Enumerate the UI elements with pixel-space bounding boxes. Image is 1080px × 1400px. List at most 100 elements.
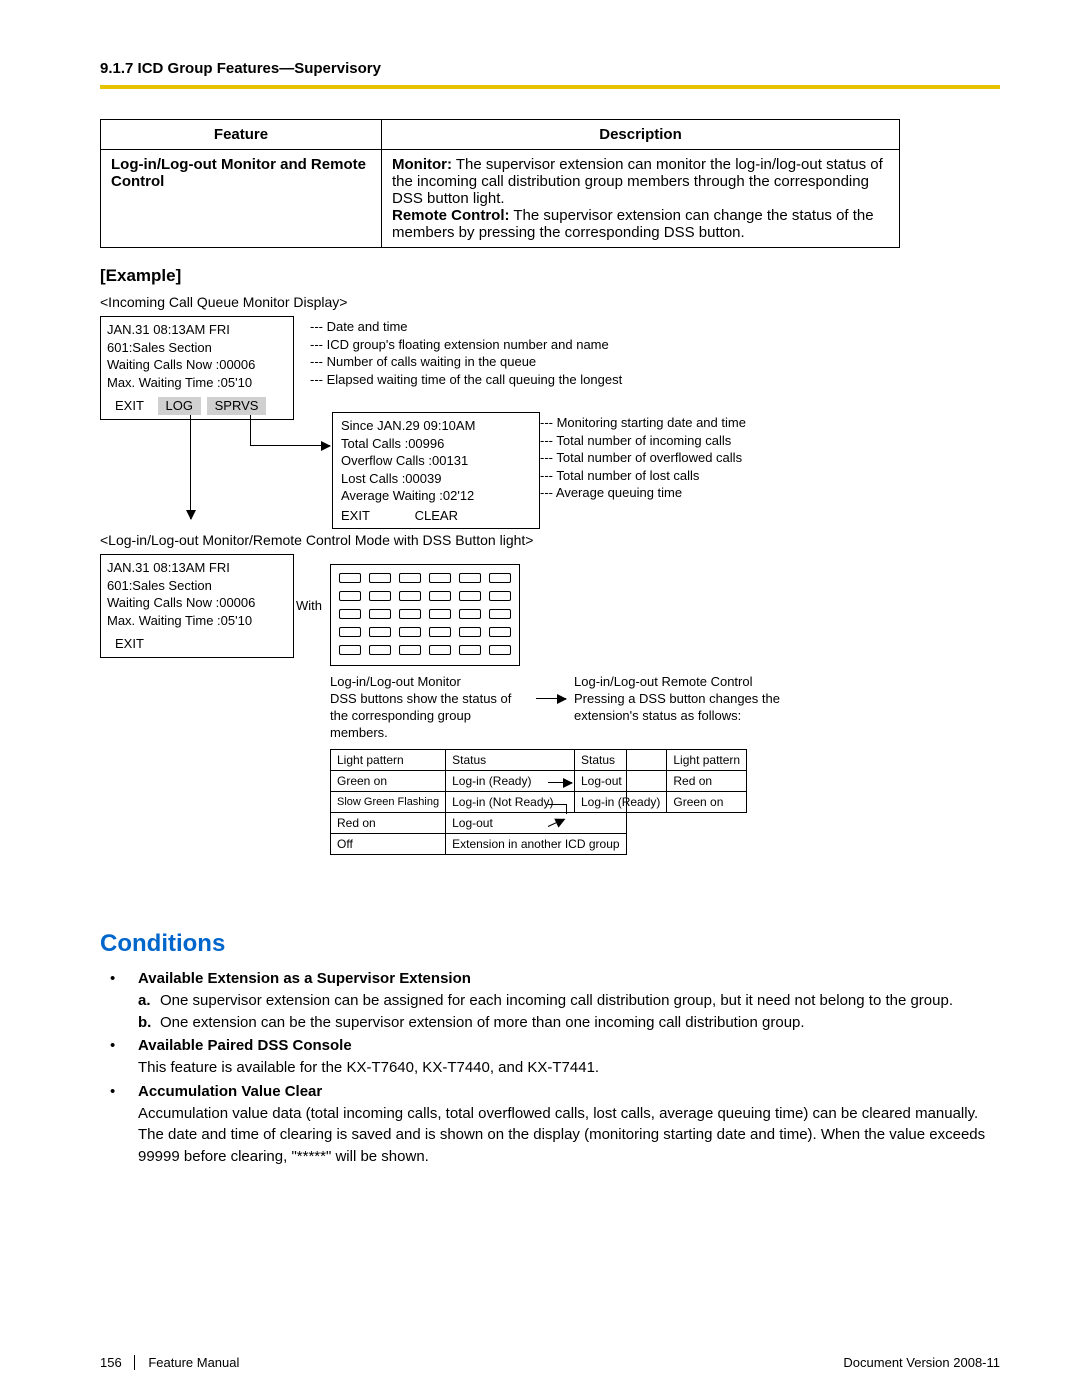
annot2-l3: --- Total number of overflowed calls [540, 449, 746, 467]
bullet-icon: • [100, 968, 138, 1033]
arrow-row1 [548, 782, 572, 783]
stl-r4c2: Extension in another ICD group [446, 834, 626, 855]
sprvs-softkey: SPRVS [207, 397, 267, 415]
lcd2-line1: JAN.31 08:13AM FRI [107, 559, 287, 577]
dss-button [459, 645, 481, 655]
dss-button [429, 645, 451, 655]
bullet-icon: • [100, 1081, 138, 1168]
dss-button [429, 627, 451, 637]
dss-button [339, 573, 361, 583]
log-diagram: JAN.31 08:13AM FRI 601:Sales Section Wai… [100, 554, 920, 914]
exit-softkey: EXIT [107, 397, 152, 415]
cond1-a: One supervisor extension can be assigned… [160, 990, 953, 1012]
stl-r2c1: Slow Green Flashing [331, 792, 446, 813]
dss-button [399, 573, 421, 583]
dss-button [429, 573, 451, 583]
bullet-icon: • [100, 1035, 138, 1079]
lcd2-line2: 601:Sales Section [107, 577, 287, 595]
lcd1-line4: Max. Waiting Time :05'10 [107, 374, 287, 392]
annot1-l2: --- ICD group's floating extension numbe… [310, 336, 622, 354]
lcd-display-1: JAN.31 08:13AM FRI 601:Sales Section Wai… [100, 316, 294, 420]
dss-button [489, 627, 511, 637]
str-r2c1: Log-in (Ready) [575, 792, 667, 813]
annot2-l1: --- Monitoring starting date and time [540, 414, 746, 432]
dss-button [369, 573, 391, 583]
stl-h1: Light pattern [331, 750, 446, 771]
stl-r3c1: Red on [331, 813, 446, 834]
page-number: 156 [100, 1355, 135, 1370]
annot2-l2: --- Total number of incoming calls [540, 432, 746, 450]
description-header: Description [382, 120, 900, 150]
stats-exit: EXIT [341, 507, 411, 525]
cond2-title: Available Paired DSS Console [138, 1037, 352, 1054]
dss-button [339, 645, 361, 655]
stats-l2: Total Calls :00996 [341, 435, 531, 453]
lcd1-line3: Waiting Calls Now :00006 [107, 356, 287, 374]
footer-left: Feature Manual [148, 1355, 239, 1370]
remote-title: Log-in/Log-out Remote Control [574, 674, 753, 689]
str-h1: Status [575, 750, 667, 771]
example-heading: [Example] [100, 266, 1000, 286]
conditions-heading: Conditions [100, 930, 1000, 958]
dss-button [489, 645, 511, 655]
monitor-line: DSS buttons show the status of the corre… [330, 691, 511, 740]
remote-line: Pressing a DSS button changes the extens… [574, 691, 780, 723]
cond3-text: Accumulation value data (total incoming … [138, 1105, 985, 1166]
cond3-title: Accumulation Value Clear [138, 1083, 322, 1100]
annot1-l3: --- Number of calls waiting in the queue [310, 353, 622, 371]
stl-r4c1: Off [331, 834, 446, 855]
str-r2c2: Green on [667, 792, 747, 813]
cond1-title: Available Extension as a Supervisor Exte… [138, 970, 471, 987]
dss-button [429, 591, 451, 601]
connector-v1 [250, 415, 251, 445]
feature-header: Feature [101, 120, 382, 150]
lcd1-line2: 601:Sales Section [107, 339, 287, 357]
arrow-to-stats [250, 445, 330, 446]
cond1-b: One extension can be the supervisor exte… [160, 1012, 805, 1034]
footer-right: Document Version 2008-11 [843, 1355, 1000, 1370]
dss-panel [330, 564, 520, 666]
lcd2-line4: Max. Waiting Time :05'10 [107, 612, 287, 630]
dss-button [399, 609, 421, 619]
header-rule [100, 85, 1000, 89]
arrow-log-down [190, 415, 191, 519]
dss-button [459, 627, 481, 637]
stats-l4: Lost Calls :00039 [341, 470, 531, 488]
str-h2: Light pattern [667, 750, 747, 771]
monitor-label: Monitor: [392, 156, 452, 173]
feature-table: Feature Description Log-in/Log-out Monit… [100, 119, 900, 248]
stl-r1c1: Green on [331, 771, 446, 792]
page-footer: 156 Feature Manual Document Version 2008… [100, 1355, 1000, 1370]
log-caption: <Log-in/Log-out Monitor/Remote Control M… [100, 532, 1000, 548]
stats-l1: Since JAN.29 09:10AM [341, 417, 531, 435]
dss-button [489, 591, 511, 601]
connector-row2b [566, 804, 567, 814]
exit-softkey-2: EXIT [107, 635, 152, 653]
lcd1-line1: JAN.31 08:13AM FRI [107, 321, 287, 339]
monitor-title: Log-in/Log-out Monitor [330, 674, 461, 689]
stats-clear: CLEAR [415, 508, 458, 523]
monitor-caption: Log-in/Log-out Monitor DSS buttons show … [330, 674, 530, 742]
feature-name: Log-in/Log-out Monitor and Remote Contro… [101, 150, 382, 248]
dss-button [399, 627, 421, 637]
page-section-title: 9.1.7 ICD Group Features—Supervisory [100, 60, 1000, 77]
annot-block-2: --- Monitoring starting date and time --… [540, 414, 746, 502]
dss-button [369, 609, 391, 619]
remote-caption: Log-in/Log-out Remote Control Pressing a… [574, 674, 784, 725]
dss-button [489, 573, 511, 583]
queue-caption: <Incoming Call Queue Monitor Display> [100, 294, 1000, 310]
dss-button [399, 591, 421, 601]
stats-l3: Overflow Calls :00131 [341, 452, 531, 470]
dss-button [459, 591, 481, 601]
cond2-text: This feature is available for the KX-T76… [138, 1059, 599, 1076]
stats-box: Since JAN.29 09:10AM Total Calls :00996 … [332, 412, 540, 529]
dss-button [459, 573, 481, 583]
annot2-l5: --- Average queuing time [540, 484, 746, 502]
conditions-list: • Available Extension as a Supervisor Ex… [100, 968, 1000, 1168]
dss-button [369, 627, 391, 637]
str-r1c1: Log-out [575, 771, 667, 792]
feature-description: Monitor: The supervisor extension can mo… [382, 150, 900, 248]
dss-button [459, 609, 481, 619]
with-label: With [296, 598, 322, 613]
log-softkey: LOG [158, 397, 201, 415]
